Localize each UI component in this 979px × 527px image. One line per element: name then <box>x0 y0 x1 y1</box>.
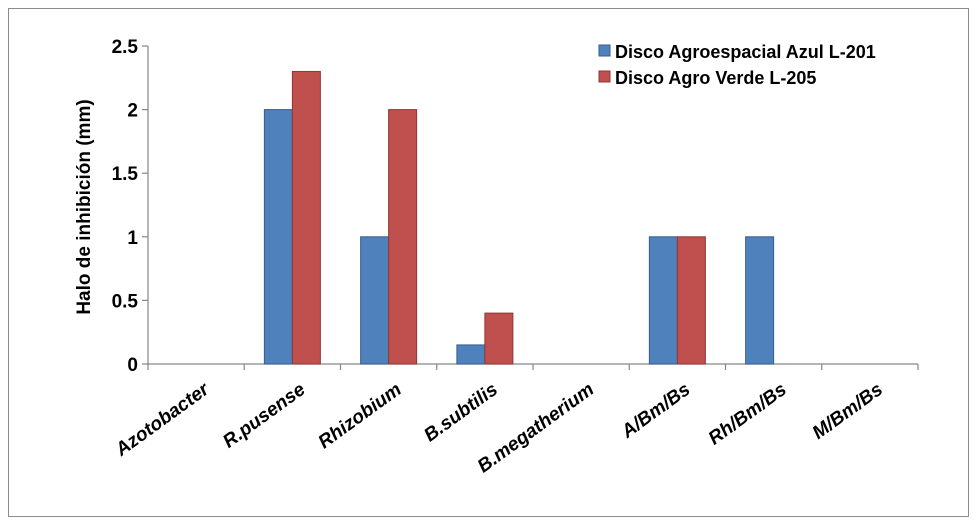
bar-series-0 <box>360 236 390 365</box>
y-tick-label: 2 <box>127 101 138 122</box>
legend-swatch-1 <box>598 70 611 83</box>
y-tick-label: 1 <box>127 228 138 249</box>
y-axis-title: Halo de inhibición (mm) <box>74 99 95 314</box>
x-tick-label: M/Bm/Bs <box>809 379 887 444</box>
x-tick-label: R.pusense <box>219 379 309 453</box>
bar-series-0 <box>745 236 775 365</box>
bar-series-1 <box>388 109 418 365</box>
legend: Disco Agroespacial Azul L-201 Disco Agro… <box>598 42 876 88</box>
y-axis: 0 0.5 1 1.5 2 2.5 <box>112 37 149 376</box>
x-tick-label: Rh/Bm/Bs <box>705 379 791 449</box>
legend-label-1: Disco Agro Verde L-205 <box>615 68 816 88</box>
bar-series-0 <box>456 344 486 365</box>
legend-swatch-0 <box>598 44 611 57</box>
y-tick-label: 1.5 <box>112 164 139 185</box>
x-tick-label: Azotobacter <box>111 378 214 461</box>
y-tick-label: 0.5 <box>112 291 139 312</box>
bar-series-1 <box>484 312 514 365</box>
x-axis: Azotobacter R.pusense Rhizobium B.subtilisB… <box>111 363 919 477</box>
y-tick-label: 2.5 <box>112 37 139 58</box>
x-tick-label: B.subtilis <box>420 379 502 446</box>
chart-frame <box>8 8 969 517</box>
bar-series-1 <box>291 70 321 365</box>
legend-label-0: Disco Agroespacial Azul L-201 <box>615 42 876 62</box>
bar-series-1 <box>676 236 706 365</box>
bar-series-0 <box>263 109 293 365</box>
x-tick-label: A/Bm/Bs <box>617 379 694 443</box>
bars <box>263 70 775 365</box>
y-tick-label: 0 <box>127 355 138 376</box>
bar-series-0 <box>648 236 678 365</box>
x-tick-label: Rhizobium <box>315 379 406 453</box>
